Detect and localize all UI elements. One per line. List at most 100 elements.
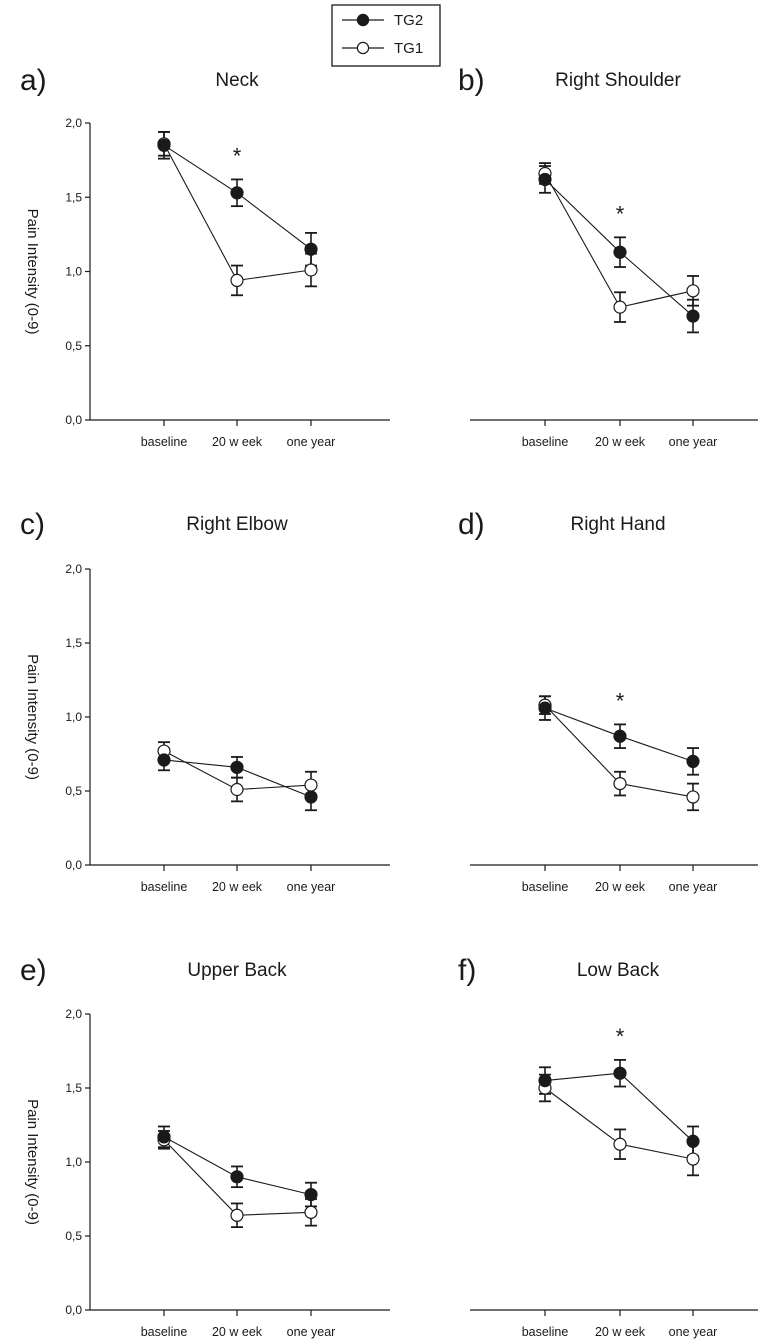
panel-label: a) — [20, 64, 47, 97]
y-tick-label: 1,0 — [65, 710, 82, 724]
data-point-tg1 — [613, 776, 627, 791]
x-tick-label: 20 w eek — [212, 880, 263, 894]
y-tick-label: 1,0 — [65, 265, 82, 279]
data-point-tg1 — [230, 273, 244, 288]
x-tick-label: 20 w eek — [595, 435, 646, 449]
data-point-tg1 — [686, 1152, 700, 1166]
legend-entry-tg2: TG2 — [342, 12, 423, 29]
series-lines — [544, 173, 694, 317]
data-point-tg2 — [538, 701, 552, 715]
panel-label: b) — [458, 64, 485, 97]
x-tick-label: one year — [287, 1325, 336, 1339]
data-point-tg2 — [613, 1066, 627, 1080]
significance-star: * — [616, 688, 625, 713]
data-point-tg2 — [686, 309, 700, 323]
panel-label: e) — [20, 954, 47, 987]
legend-box — [331, 4, 441, 67]
data-point-tg2 — [538, 172, 552, 187]
series-line-tg1 — [544, 173, 694, 308]
significance-star: * — [616, 201, 625, 226]
y-axis-label: Pain Intensity (0-9) — [24, 654, 41, 780]
data-point-tg2 — [304, 242, 318, 256]
x-tick-label: baseline — [141, 880, 188, 894]
data-point-tg2 — [157, 753, 171, 767]
data-point-tg1 — [230, 1208, 244, 1222]
chart-panel-6: f) Low Back baseline 20 w eek one year * — [458, 954, 758, 1339]
legend-label: TG2 — [394, 12, 423, 29]
y-tick-label: 0,0 — [65, 858, 82, 872]
y-tick-label: 1,5 — [65, 190, 82, 204]
data-point-tg1 — [686, 790, 700, 804]
panel-title: Right Hand — [570, 514, 665, 535]
data-point-tg1 — [613, 300, 627, 314]
data-point-tg2 — [304, 790, 318, 804]
y-tick-label: 0,0 — [65, 413, 82, 427]
data-point-tg1 — [613, 1137, 627, 1151]
data-point-tg1 — [230, 782, 244, 797]
panel-title: Upper Back — [187, 960, 287, 981]
x-tick-label: one year — [287, 880, 336, 894]
x-tick-label: baseline — [522, 880, 569, 894]
panel-label: d) — [458, 508, 485, 541]
chart-panel-5: e) Upper Back Pain Intensity (0-9) 0,0 0,5 1,… — [20, 954, 390, 1339]
y-tick-label: 2,0 — [65, 1007, 82, 1021]
y-tick-label: 0,0 — [65, 1303, 82, 1317]
data-point-tg2 — [613, 245, 627, 259]
significance-star: * — [233, 143, 242, 168]
data-point-tg1 — [304, 263, 318, 277]
legend: TG2 TG1 — [331, 4, 441, 67]
data-point-tg2 — [613, 729, 627, 743]
x-tick-label: one year — [287, 435, 336, 449]
x-tick-label: baseline — [141, 435, 188, 449]
data-point-tg2 — [230, 186, 244, 200]
data-point-tg2 — [686, 754, 700, 769]
y-tick-label: 0,5 — [65, 1229, 82, 1243]
x-tick-label: baseline — [522, 1325, 569, 1339]
data-point-tg2 — [304, 1187, 318, 1202]
data-point-tg2 — [230, 760, 244, 774]
x-tick-label: one year — [669, 435, 718, 449]
data-point-tg2 — [538, 1073, 552, 1088]
chart-panel-4: d) Right Hand baseline 20 w eek one year * — [458, 508, 758, 894]
y-tick-label: 1,5 — [65, 1081, 82, 1095]
y-axis-label: Pain Intensity (0-9) — [24, 209, 41, 335]
data-point-tg1 — [686, 284, 700, 298]
y-tick-label: 0,5 — [65, 784, 82, 798]
chart-panel-2: b) Right Shoulder baseline 20 w eek one year… — [458, 64, 758, 449]
y-tick-label: 2,0 — [65, 116, 82, 130]
data-point-tg2 — [230, 1170, 244, 1184]
panel-title: Low Back — [577, 960, 660, 981]
y-tick-label: 1,0 — [65, 1155, 82, 1169]
data-point-tg2 — [686, 1134, 700, 1148]
y-axis-label: Pain Intensity (0-9) — [24, 1099, 41, 1225]
open-circle-marker-icon — [356, 41, 370, 55]
panel-title: Neck — [215, 70, 259, 91]
significance-star: * — [616, 1024, 625, 1049]
data-point-tg1 — [304, 1205, 318, 1219]
x-tick-label: one year — [669, 1325, 718, 1339]
x-tick-label: 20 w eek — [212, 435, 263, 449]
panel-title: Right Elbow — [186, 514, 288, 535]
x-tick-label: 20 w eek — [595, 880, 646, 894]
y-tick-label: 0,5 — [65, 339, 82, 353]
chart-panel-3: c) Right Elbow Pain Intensity (0-9) 0,0 0,5 1… — [20, 508, 390, 894]
panel-title: Right Shoulder — [555, 70, 681, 91]
x-tick-label: one year — [669, 880, 718, 894]
y-tick-label: 2,0 — [65, 562, 82, 576]
panel-label: f) — [458, 954, 476, 987]
data-point-tg2 — [157, 138, 171, 152]
y-tick-label: 1,5 — [65, 636, 82, 650]
filled-circle-marker-icon — [356, 13, 370, 27]
chart-panel-1: a) Neck Pain Intensity (0-9) 0,0 0,5 1,0 1,5 2,… — [20, 64, 390, 449]
x-tick-label: baseline — [141, 1325, 188, 1339]
legend-entry-tg1: TG1 — [342, 40, 423, 57]
x-tick-label: 20 w eek — [212, 1325, 263, 1339]
data-point-tg2 — [157, 1130, 171, 1144]
data-point-tg1 — [304, 778, 318, 792]
legend-label: TG1 — [394, 40, 423, 57]
x-tick-label: baseline — [522, 435, 569, 449]
panel-label: c) — [20, 508, 45, 541]
x-tick-label: 20 w eek — [595, 1325, 646, 1339]
series-line-tg2 — [544, 1072, 694, 1142]
